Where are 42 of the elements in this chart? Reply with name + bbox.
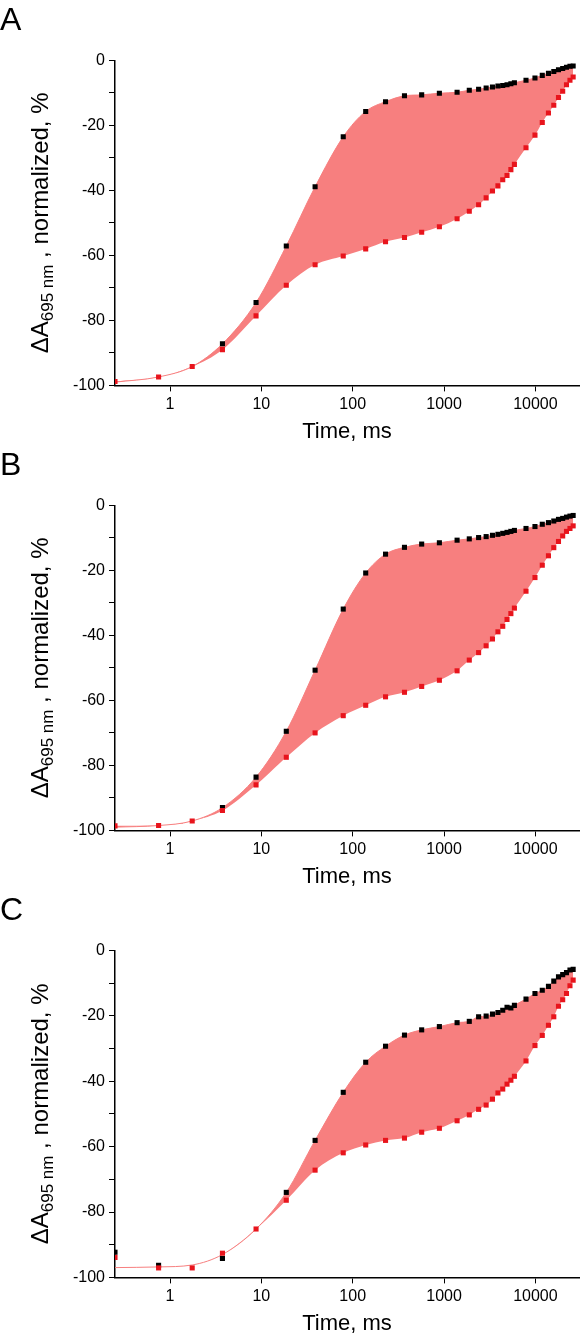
x-tick-label: 100 — [339, 395, 367, 413]
chart-title: B — [0, 446, 22, 483]
y-tick-label: 0 — [96, 50, 106, 68]
x-tick-label: 10000 — [513, 395, 558, 413]
y-tick-label: -40 — [81, 1071, 106, 1089]
y-tick-label: -80 — [81, 1202, 106, 1220]
y-tick-label: -80 — [81, 310, 106, 328]
y-tick-label: 0 — [96, 940, 106, 958]
y-axis-title: ΔA695 nm , normalized, % — [26, 983, 57, 1245]
x-tick-label: 10 — [252, 1287, 271, 1305]
x-axis-title: Time, ms — [302, 417, 392, 443]
y-tick-label: 0 — [96, 495, 106, 513]
y-axis-title: ΔA695 nm , normalized, % — [26, 537, 57, 799]
y-tick-label: -60 — [81, 245, 106, 263]
y-tick-label: -100 — [72, 1267, 106, 1285]
x-tick-label: 100 — [339, 1287, 367, 1305]
x-tick-label: 1000 — [426, 840, 462, 858]
y-tick-label: -20 — [81, 1006, 106, 1024]
x-axis-title: Time, ms — [302, 862, 392, 888]
x-tick-label: 1 — [165, 1287, 175, 1305]
x-tick-label: 10000 — [513, 1287, 558, 1305]
x-tick-label: 1 — [165, 395, 175, 413]
y-tick-label: -40 — [81, 180, 106, 198]
y-tick-label: -20 — [81, 560, 106, 578]
x-tick-label: 1000 — [426, 1287, 462, 1305]
chart-title: C — [0, 891, 24, 928]
y-axis-title: ΔA695 nm , normalized, % — [26, 92, 57, 354]
chart-title: A — [0, 1, 22, 38]
x-tick-label: 10 — [252, 840, 271, 858]
y-tick-label: -60 — [81, 690, 106, 708]
y-tick-label: -100 — [72, 375, 106, 393]
x-tick-label: 1000 — [426, 395, 462, 413]
x-tick-label: 10000 — [513, 840, 558, 858]
y-tick-label: -40 — [81, 625, 106, 643]
y-tick-label: -20 — [81, 115, 106, 133]
x-axis-title: Time, ms — [302, 1309, 392, 1335]
y-tick-label: -80 — [81, 755, 106, 773]
y-tick-label: -60 — [81, 1137, 106, 1155]
x-tick-label: 1 — [165, 840, 175, 858]
x-tick-label: 100 — [339, 840, 367, 858]
x-tick-label: 10 — [252, 395, 271, 413]
y-tick-label: -100 — [72, 820, 106, 838]
